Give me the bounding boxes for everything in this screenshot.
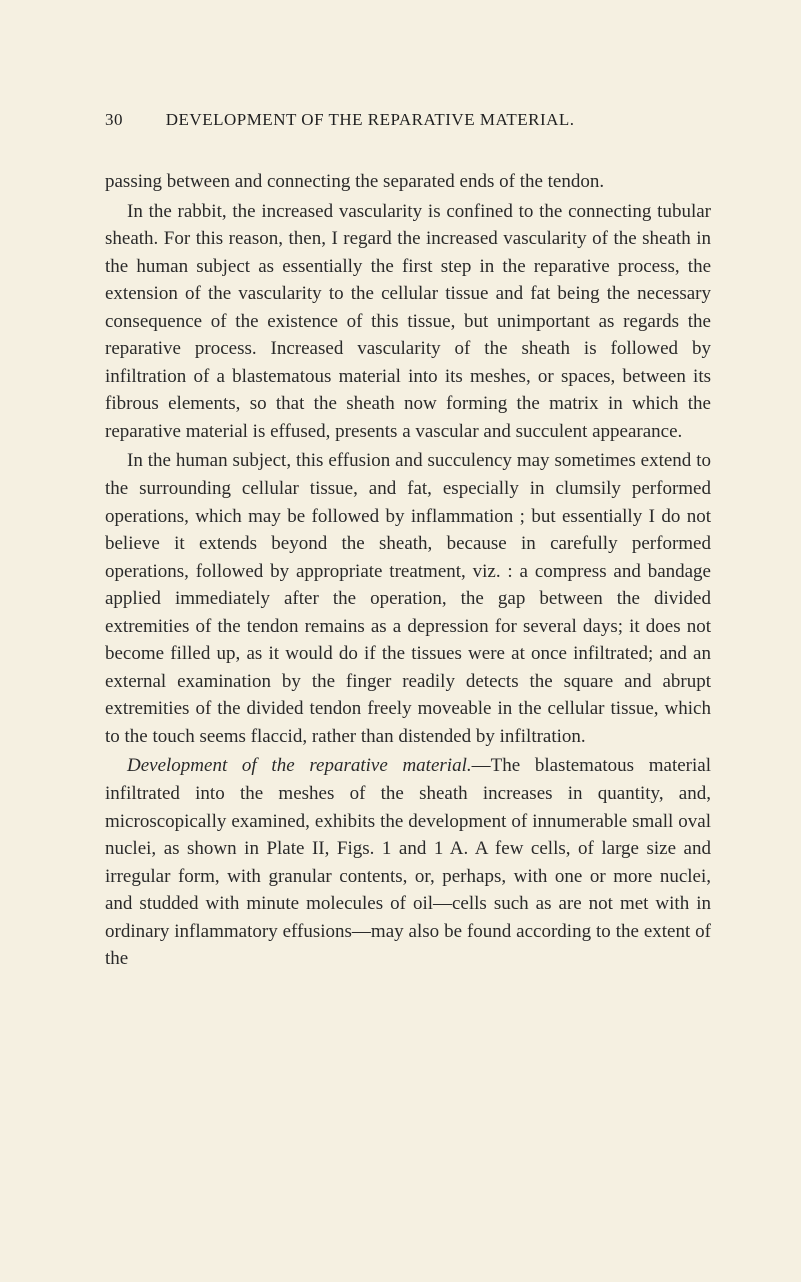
paragraph-4-rest: —The blastematous material infiltrated i… [105, 755, 711, 969]
paragraph-4: Development of the reparative material.—… [105, 752, 711, 972]
page-header: 30 DEVELOPMENT OF THE REPARATIVE MATERIA… [105, 110, 711, 130]
paragraph-1: passing between and connecting the separ… [105, 168, 711, 196]
paragraph-3: In the human subject, this effusion and … [105, 447, 711, 750]
paragraph-2: In the rabbit, the increased vascularity… [105, 198, 711, 446]
header-title: DEVELOPMENT OF THE REPARATIVE MATERIAL. [166, 110, 575, 130]
page-number: 30 [105, 110, 123, 130]
document-page: 30 DEVELOPMENT OF THE REPARATIVE MATERIA… [0, 0, 801, 1282]
paragraph-4-italic-lead: Development of the reparative material. [127, 755, 472, 776]
